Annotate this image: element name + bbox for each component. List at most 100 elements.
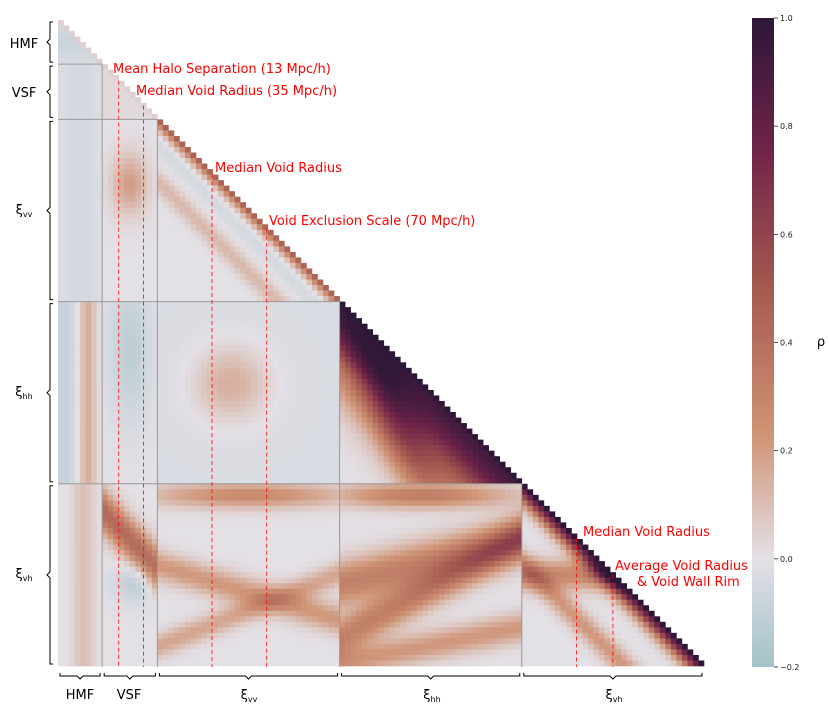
heatmap-cell	[124, 351, 131, 358]
heatmap-cell	[129, 290, 136, 297]
heatmap-cell	[223, 417, 230, 424]
heatmap-cell	[438, 412, 445, 418]
heatmap-cell	[273, 268, 280, 275]
heatmap-cell	[129, 461, 136, 468]
heatmap-cell	[107, 533, 114, 540]
heatmap-cell	[151, 412, 158, 418]
heatmap-cell	[284, 566, 291, 573]
heatmap-cell	[273, 395, 280, 402]
heatmap-cell	[245, 207, 252, 214]
heatmap-cell	[58, 505, 64, 512]
heatmap-cell	[63, 340, 70, 347]
heatmap-cell	[229, 450, 235, 457]
heatmap-cell	[356, 400, 362, 407]
heatmap-cell	[367, 329, 374, 336]
heatmap-cell	[146, 218, 153, 225]
heatmap-cell	[472, 555, 478, 562]
heatmap-cell	[96, 69, 103, 76]
heatmap-cell	[102, 400, 108, 407]
heatmap-cell	[461, 467, 467, 474]
heatmap-cell	[345, 483, 351, 490]
heatmap-cell	[184, 279, 191, 286]
heatmap-cell	[218, 329, 224, 336]
heatmap-cell	[328, 356, 335, 363]
heatmap-cell	[218, 340, 224, 347]
heatmap-cell	[118, 207, 125, 214]
heatmap-cell	[240, 296, 247, 302]
heatmap-cell	[350, 472, 357, 479]
heatmap-cell	[162, 550, 169, 556]
heatmap-cell	[107, 505, 114, 512]
heatmap-cell	[306, 395, 313, 402]
heatmap-cell	[80, 224, 86, 231]
heatmap-cell	[306, 505, 313, 512]
heatmap-cell	[361, 323, 368, 330]
heatmap-cell	[223, 428, 230, 435]
heatmap-cell	[124, 384, 131, 391]
heatmap-cell	[91, 329, 97, 336]
heatmap-cell	[488, 511, 495, 518]
heatmap-cell	[300, 483, 307, 490]
heatmap-cell	[234, 312, 241, 319]
heatmap-cell	[151, 185, 158, 192]
heatmap-cell	[278, 544, 285, 551]
heatmap-cell	[113, 213, 120, 220]
heatmap-cell	[190, 373, 197, 380]
heatmap-cell	[223, 285, 230, 291]
heatmap-cell	[179, 406, 186, 413]
heatmap-cell	[102, 229, 108, 236]
heatmap-cell	[184, 417, 191, 424]
heatmap-cell	[345, 307, 351, 313]
heatmap-cell	[96, 351, 103, 358]
heatmap-cell	[162, 456, 169, 463]
heatmap-cell	[516, 500, 523, 507]
heatmap-cell	[135, 461, 142, 468]
heatmap-cell	[118, 80, 125, 87]
heatmap-cell	[173, 180, 180, 186]
heatmap-cell	[317, 467, 324, 474]
heatmap-cell	[256, 544, 263, 551]
heatmap-cell	[411, 417, 418, 424]
heatmap-cell	[162, 516, 169, 523]
heatmap-cell	[113, 445, 120, 451]
heatmap-cell	[91, 428, 97, 435]
heatmap-cell	[179, 483, 186, 490]
heatmap-cell	[207, 279, 213, 286]
heatmap-cell	[411, 450, 418, 457]
heatmap-cell	[394, 533, 401, 540]
heatmap-cell	[190, 367, 197, 374]
heatmap-cell	[323, 285, 329, 291]
heatmap-cell	[151, 135, 158, 142]
heatmap-cell	[223, 224, 230, 231]
heatmap-cell	[427, 505, 434, 512]
heatmap-cell	[367, 356, 374, 363]
heatmap-cell	[494, 522, 501, 529]
heatmap-cell	[58, 20, 64, 26]
heatmap-cell	[532, 544, 539, 551]
heatmap-cell	[184, 262, 191, 269]
heatmap-cell	[162, 318, 169, 324]
heatmap-cell	[477, 450, 484, 457]
heatmap-cell	[146, 356, 153, 363]
heatmap-cell	[328, 550, 335, 556]
heatmap-cell	[323, 290, 329, 297]
heatmap-cell	[367, 561, 374, 567]
heatmap-cell	[91, 169, 97, 175]
heatmap-cell	[394, 516, 401, 523]
heatmap-cell	[69, 500, 75, 507]
heatmap-cell	[334, 439, 340, 446]
heatmap-cell	[124, 472, 131, 479]
heatmap-cell	[218, 262, 224, 269]
heatmap-cell	[173, 279, 180, 286]
heatmap-cell	[306, 389, 313, 396]
heatmap-cell	[107, 522, 114, 529]
heatmap-cell	[273, 456, 280, 463]
heatmap-cell	[118, 235, 125, 242]
heatmap-cell	[162, 174, 169, 181]
heatmap-cell	[405, 367, 412, 374]
heatmap-cell	[63, 555, 70, 562]
heatmap-cell	[113, 207, 120, 214]
heatmap-cell	[356, 522, 362, 529]
heatmap-cell	[107, 218, 114, 225]
heatmap-cell	[295, 312, 302, 319]
